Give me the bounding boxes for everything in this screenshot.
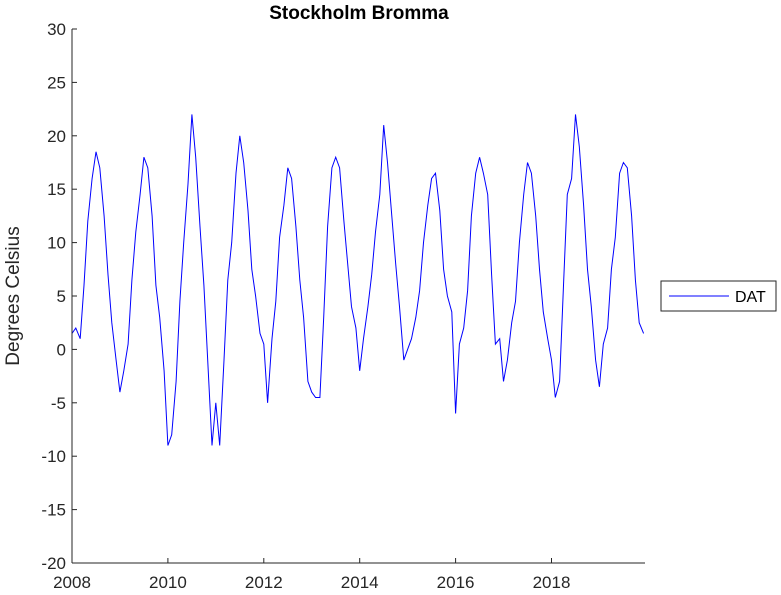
series-line-dat: [71, 114, 645, 446]
y-tick-label: -20: [41, 554, 66, 573]
x-tick-label: 2016: [437, 573, 475, 592]
y-tick-label: 30: [47, 20, 66, 39]
y-tick-label: 20: [47, 127, 66, 146]
y-tick-label: 5: [57, 287, 66, 306]
x-axis-ticks: 2008 2010 2012 2014 2016 2018: [53, 558, 570, 592]
y-tick-label: -15: [41, 501, 66, 520]
y-axis-ticks: -20 -15 -10 -5 0 5 10 15 20 25 30: [41, 20, 77, 573]
y-tick-label: 10: [47, 234, 66, 253]
legend: DAT: [660, 280, 777, 312]
x-tick-label: 2008: [53, 573, 91, 592]
y-tick-label: 0: [57, 340, 66, 359]
y-axis-label: Degrees Celsius: [3, 226, 24, 365]
x-tick-label: 2018: [533, 573, 571, 592]
chart-title: Stockholm Bromma: [269, 3, 449, 24]
y-tick-label: -10: [41, 447, 66, 466]
x-tick-label: 2014: [341, 573, 379, 592]
x-tick-label: 2010: [149, 573, 187, 592]
y-tick-label: 15: [47, 180, 66, 199]
legend-label-dat: DAT: [735, 289, 766, 306]
y-tick-label: 25: [47, 73, 66, 92]
plot-area: [71, 29, 645, 564]
axes-frame: [72, 29, 645, 563]
x-tick-label: 2012: [245, 573, 283, 592]
y-tick-label: -5: [51, 394, 66, 413]
